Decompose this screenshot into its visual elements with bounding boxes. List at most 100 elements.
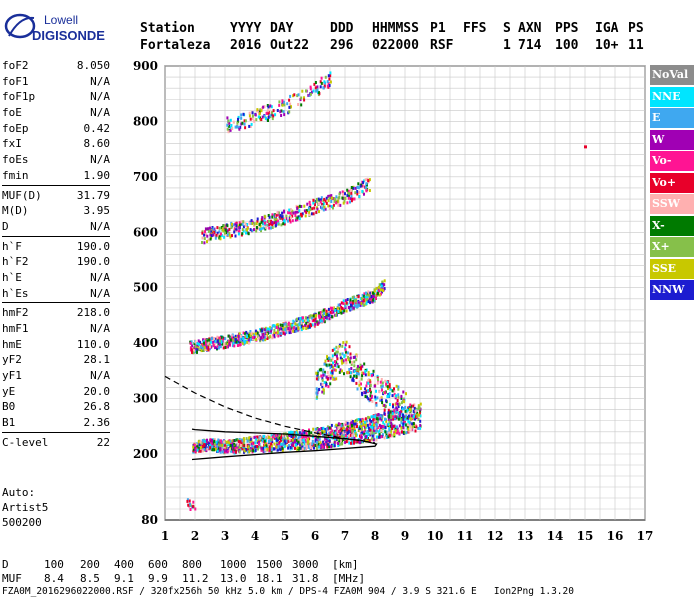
echo-point (211, 336, 214, 340)
echo-point (296, 210, 299, 214)
echo-point (219, 448, 222, 452)
echo-point (316, 389, 319, 393)
y-tick-label: 300 (133, 392, 158, 406)
param-value: N/A (90, 219, 110, 233)
echo-point (264, 338, 267, 342)
echo-point (399, 411, 402, 415)
echo-point (241, 228, 244, 232)
echo-point (245, 444, 247, 447)
echo-point (208, 229, 210, 233)
echo-point (321, 427, 324, 431)
legend-item: NoVal (650, 65, 694, 85)
echo-point (238, 227, 241, 231)
echo-point (273, 434, 276, 438)
echo-point (282, 100, 285, 104)
echo-point (212, 340, 215, 344)
echo-point (262, 327, 265, 331)
param-value: N/A (90, 90, 110, 104)
echo-point (339, 203, 342, 207)
echo-point (371, 300, 374, 304)
echo-point (348, 371, 351, 375)
echo-point (222, 336, 225, 340)
echo-point (201, 241, 203, 244)
echo-point (342, 426, 345, 430)
echo-point (252, 447, 254, 451)
echo-point (357, 367, 360, 371)
echo-point (321, 319, 324, 323)
echo-point (369, 422, 372, 426)
echo-point (317, 370, 320, 374)
echo-point (356, 372, 358, 375)
echo-point (310, 431, 313, 435)
echo-point (380, 398, 383, 402)
echo-point (322, 86, 325, 90)
echo-point (314, 322, 317, 326)
echo-point (220, 335, 223, 339)
echo-point (290, 443, 293, 447)
echo-point (224, 228, 227, 232)
echo-point (328, 431, 331, 435)
echo-point (303, 431, 306, 435)
echo-point (237, 115, 240, 119)
echo-point (228, 121, 231, 125)
echo-point (376, 374, 379, 378)
echo-point (296, 323, 299, 327)
echo-point (389, 410, 392, 414)
echo-point (309, 92, 312, 96)
echo-point (218, 230, 221, 234)
echo-point (228, 448, 231, 452)
echo-point (332, 206, 334, 210)
echo-point (204, 340, 207, 344)
echo-point (404, 405, 407, 409)
echo-point (342, 307, 345, 311)
echo-point (359, 184, 362, 188)
echo-point (227, 449, 230, 453)
echo-point (367, 381, 370, 385)
echo-point (343, 354, 346, 358)
echo-point (301, 432, 303, 436)
echo-point (188, 499, 191, 503)
echo-point (307, 438, 310, 442)
echo-point (368, 380, 371, 384)
echo-point (277, 222, 280, 226)
echo-point (400, 426, 403, 430)
echo-point (393, 431, 396, 435)
echo-point (317, 321, 320, 325)
echo-point (309, 314, 312, 318)
echo-point (300, 442, 303, 446)
echo-point (344, 304, 347, 308)
echo-point (384, 425, 387, 429)
echo-point (194, 347, 197, 351)
echo-point (262, 335, 265, 339)
echo-point (363, 362, 366, 366)
echo-point (305, 435, 308, 439)
echo-point (325, 427, 328, 431)
echo-point (332, 361, 334, 365)
dashed-curve (164, 375, 376, 444)
echo-point (389, 387, 392, 391)
echo-point (350, 367, 353, 370)
echo-point (219, 439, 222, 443)
echo-point (268, 327, 271, 331)
echo-point (371, 431, 374, 435)
echo-point (381, 384, 384, 388)
echo-point (380, 396, 383, 400)
echo-point (275, 333, 278, 337)
echo-point (301, 212, 304, 216)
echo-point (392, 417, 395, 421)
echo-point (213, 230, 216, 234)
echo-point (263, 336, 266, 339)
echo-point (249, 437, 252, 441)
echo-point (192, 504, 195, 508)
echo-point (273, 331, 276, 335)
echo-point (228, 233, 231, 237)
echo-point (372, 295, 375, 298)
echo-point (232, 341, 235, 345)
echo-point (255, 338, 258, 341)
echo-point (195, 443, 198, 447)
echo-point (245, 231, 247, 235)
echo-point (335, 377, 338, 381)
echo-point (342, 302, 345, 305)
muf-cell: 31.8 (292, 572, 319, 585)
echo-point (376, 381, 379, 385)
